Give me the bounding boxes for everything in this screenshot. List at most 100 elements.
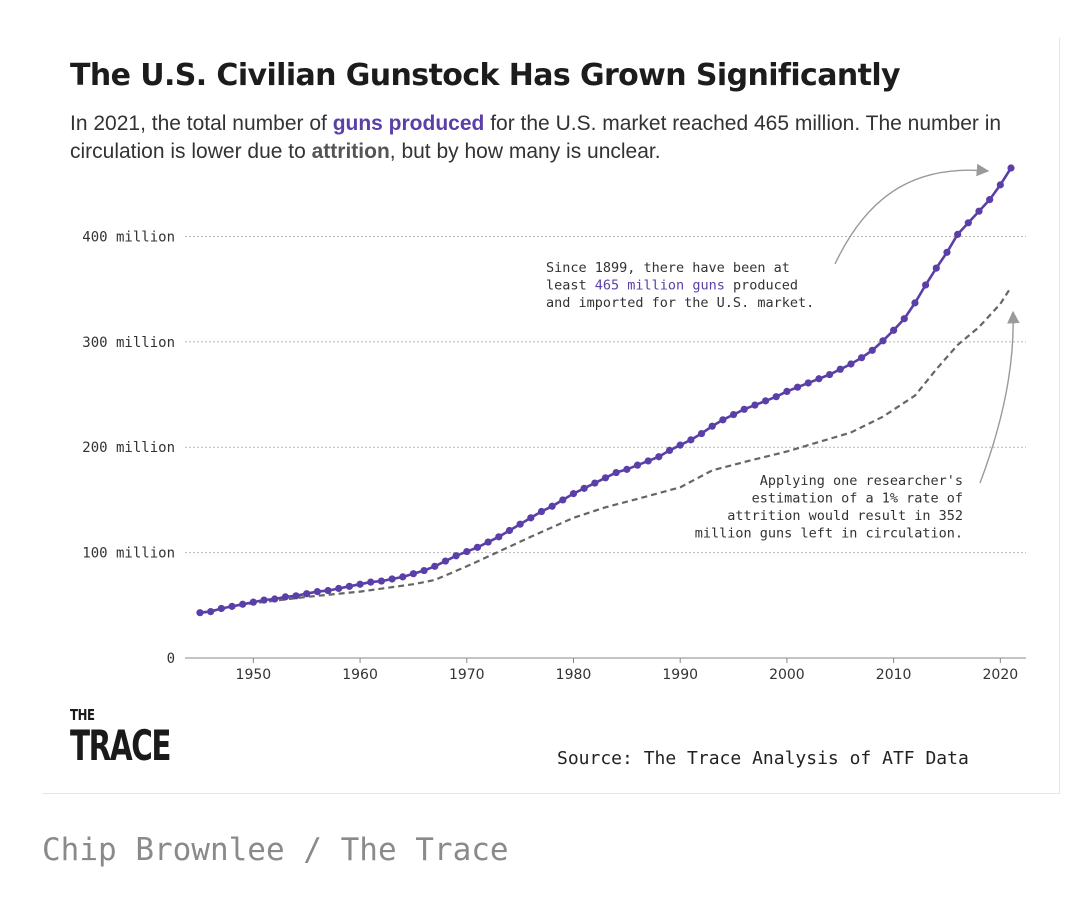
chart-title: The U.S. Civilian Gunstock Has Grown Sig…	[70, 58, 901, 93]
x-tick-label: 1970	[449, 667, 485, 683]
produced-series-line	[199, 167, 1013, 614]
produced-data-point	[858, 354, 866, 362]
produced-data-point	[986, 196, 994, 204]
produced-data-point	[324, 586, 332, 595]
x-tick-label: 1990	[662, 667, 698, 683]
produced-data-point	[943, 248, 951, 256]
subtitle-text-2: for the U.S. market reached 465 million.…	[70, 112, 1002, 163]
x-tick-label: 1980	[556, 667, 592, 683]
series	[196, 164, 1015, 617]
subtitle-highlight-produced: guns produced	[332, 112, 485, 135]
produced-data-point	[559, 496, 567, 504]
produced-data-point	[772, 393, 780, 401]
axes: 0 100 million 200 million 300 million 400 mi…	[82, 229, 1026, 683]
produced-data-point	[900, 315, 908, 323]
produced-data-point	[473, 543, 482, 551]
annotation-attrition: Applying one researcher's estimation of a…	[695, 473, 963, 542]
subtitle-text-3: , but by how many is unclear.	[389, 140, 661, 163]
produced-data-point	[249, 598, 257, 606]
produced-data-point	[431, 562, 439, 570]
produced-data-point	[239, 600, 247, 608]
logo-trace-text: TRACE	[70, 721, 172, 770]
produced-data-point	[655, 453, 663, 461]
produced-data-point	[890, 326, 898, 334]
x-tick-label: 2020	[983, 667, 1019, 683]
produced-data-point	[420, 566, 428, 575]
produced-data-point	[463, 547, 471, 556]
produced-data-point	[761, 397, 770, 405]
produced-data-point	[612, 468, 620, 477]
produced-data-point	[708, 422, 716, 430]
annotation-produced: Since 1899, there have been at least 465 …	[546, 260, 814, 311]
produced-data-point	[825, 370, 834, 379]
produced-data-point	[217, 604, 225, 613]
produced-data-point	[580, 484, 588, 492]
subtitle-text-1: In 2021, the total number of	[70, 112, 333, 135]
produced-data-point	[623, 465, 631, 473]
produced-data-point	[633, 461, 642, 469]
produced-data-point	[207, 608, 215, 616]
subtitle-highlight-attrition: attrition	[311, 140, 390, 163]
produced-data-point	[687, 436, 695, 444]
produced-data-point	[644, 457, 652, 465]
produced-data-point	[922, 281, 930, 289]
produced-data-point	[719, 416, 727, 424]
produced-data-point	[228, 602, 236, 610]
produced-data-point	[495, 533, 503, 541]
produced-data-point	[292, 592, 300, 600]
produced-data-point	[793, 383, 802, 391]
produced-data-point	[505, 526, 514, 535]
produced-data-point	[196, 609, 204, 617]
chart-subtitle: In 2021, the total number of guns produc…	[70, 110, 1030, 166]
arrow-to-attrition-end	[979, 310, 1020, 484]
produced-data-point	[729, 410, 738, 419]
y-tick-label: 400 million	[82, 229, 175, 245]
the-trace-logo: THE TRACE	[70, 706, 213, 768]
x-tick-label: 1950	[236, 667, 272, 683]
produced-data-point	[847, 360, 855, 368]
produced-data-point	[313, 588, 321, 596]
produced-data-point	[975, 207, 983, 215]
x-tick-label: 2000	[769, 667, 805, 683]
y-tick-label: 300 million	[82, 335, 175, 351]
produced-data-point	[516, 520, 524, 528]
produced-data-point	[484, 538, 492, 546]
produced-data-point	[740, 405, 748, 413]
produced-data-point	[751, 401, 759, 409]
produced-data-point	[1007, 164, 1015, 172]
produced-data-point	[527, 514, 535, 522]
produced-data-point	[569, 490, 578, 498]
produced-data-point	[697, 429, 706, 438]
produced-data-point	[377, 577, 386, 585]
logo-the-text: THE	[70, 706, 95, 724]
x-tick-label: 1960	[342, 667, 378, 683]
produced-data-point	[676, 441, 684, 449]
y-tick-label: 200 million	[82, 440, 175, 456]
produced-data-point	[367, 578, 375, 586]
produced-data-point	[548, 502, 556, 510]
produced-data-point	[271, 595, 279, 603]
annotations: Since 1899, there have been at least 465 …	[546, 163, 1020, 542]
produced-data-point	[804, 379, 812, 387]
produced-data-point	[281, 593, 289, 601]
produced-data-point	[783, 387, 791, 395]
produced-data-point	[260, 596, 268, 604]
produced-data-point	[868, 346, 876, 354]
produced-data-point	[665, 446, 674, 455]
produced-data-point	[303, 590, 311, 598]
arrow-to-produced-end	[834, 163, 990, 265]
source-note: Source: The Trace Analysis of ATF Data	[557, 748, 969, 769]
chart-card	[42, 38, 1060, 794]
y-tick-label: 100 million	[82, 546, 175, 562]
produced-data-point	[815, 375, 823, 383]
produced-data-point	[409, 570, 418, 578]
produced-data-point	[441, 557, 450, 565]
attrition-series-line	[199, 286, 1012, 614]
x-tick-label: 2010	[876, 667, 912, 683]
produced-data-point	[836, 365, 844, 373]
produced-data-point	[388, 575, 396, 583]
produced-data-point	[911, 299, 919, 307]
produced-data-point	[879, 337, 887, 345]
produced-data-point	[537, 507, 546, 516]
